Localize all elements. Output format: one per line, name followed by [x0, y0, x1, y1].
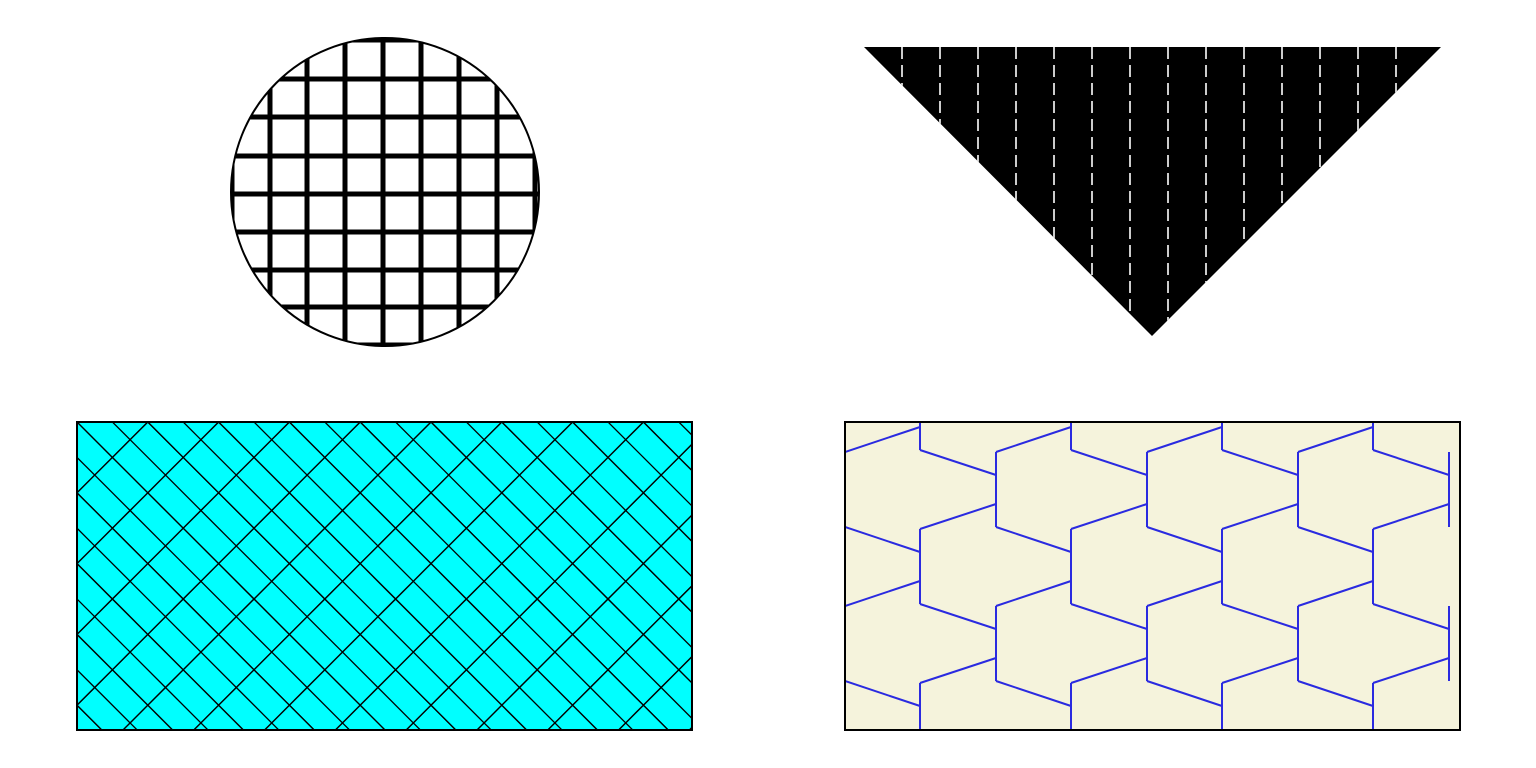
herringbone-lines — [77, 422, 692, 730]
herringbone-rectangle-fill — [77, 422, 692, 730]
grid-circle — [230, 37, 540, 347]
herringbone-rectangle — [76, 421, 693, 731]
grid-circle-outline — [230, 37, 540, 347]
hexagon-rectangle — [844, 421, 1461, 731]
hexagon-rectangle-fill — [845, 422, 1460, 730]
hexagon-rectangle-outline — [844, 421, 1461, 731]
grid-circle-lines — [231, 38, 539, 346]
hexagon-lines — [845, 422, 1450, 730]
herringbone-rectangle-outline — [76, 421, 693, 731]
striped-triangle-fill — [864, 47, 1441, 336]
striped-triangle — [864, 47, 1441, 336]
